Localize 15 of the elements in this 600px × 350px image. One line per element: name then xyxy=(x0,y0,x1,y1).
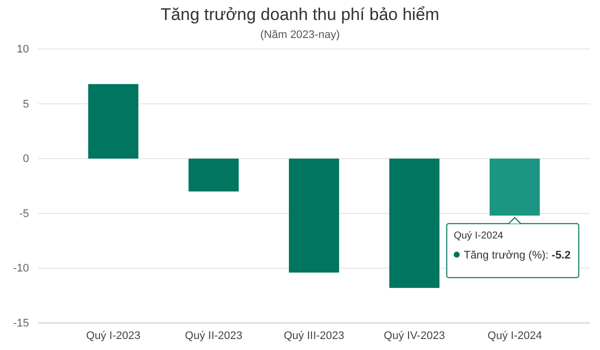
x-tick-label: Quý III-2023 xyxy=(284,330,344,342)
annotation: Tăng trưởng (%): -5.2 xyxy=(464,250,571,262)
y-tick-label: -10 xyxy=(13,262,29,275)
x-tick-label: Quý I-2024 xyxy=(488,330,542,342)
y-tick-label: 0 xyxy=(22,153,29,166)
chart-title: Tăng trưởng doanh thu phí bảo hiểm xyxy=(160,5,440,24)
y-tick-label: -5 xyxy=(19,208,29,220)
annotation: Quý I-2024 xyxy=(454,230,504,242)
y-tick-label: -15 xyxy=(13,318,29,330)
y-tick-label: 5 xyxy=(22,98,29,110)
chart-subtitle: (Năm 2023-nay) xyxy=(260,29,340,41)
y-tick-label: 10 xyxy=(16,44,29,56)
x-tick-label: Quý II-2023 xyxy=(184,330,242,342)
x-tick-label: Quý IV-2023 xyxy=(384,330,445,342)
x-tick-label: Quý I-2023 xyxy=(86,330,140,342)
